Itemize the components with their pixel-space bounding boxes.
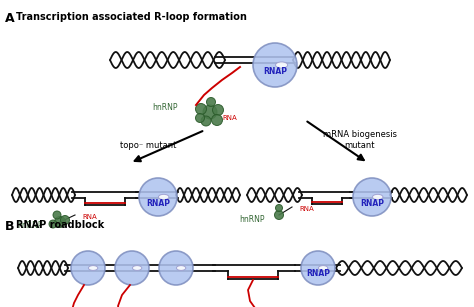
- Circle shape: [211, 115, 222, 126]
- Text: RNAP: RNAP: [306, 269, 330, 278]
- Circle shape: [353, 178, 391, 216]
- Text: A: A: [5, 12, 15, 25]
- Circle shape: [201, 116, 211, 126]
- Circle shape: [253, 43, 297, 87]
- Circle shape: [115, 251, 149, 285]
- Text: RNAP: RNAP: [360, 199, 384, 208]
- Text: hnRNP: hnRNP: [17, 221, 43, 231]
- Ellipse shape: [89, 266, 98, 270]
- Circle shape: [212, 104, 224, 115]
- Circle shape: [49, 220, 57, 228]
- Ellipse shape: [158, 194, 169, 200]
- Circle shape: [207, 98, 216, 107]
- Text: Transcription associated R-loop formation: Transcription associated R-loop formatio…: [16, 12, 247, 22]
- Text: RNA: RNA: [222, 115, 237, 121]
- Ellipse shape: [275, 62, 288, 68]
- Text: B: B: [5, 220, 15, 233]
- Text: RNAP: RNAP: [146, 199, 170, 208]
- Text: RNAP: RNAP: [263, 67, 287, 76]
- Text: RNAP roadblock: RNAP roadblock: [16, 220, 104, 230]
- Text: hnRNP: hnRNP: [239, 215, 265, 223]
- Circle shape: [55, 216, 65, 227]
- Text: topo⁻ mutant: topo⁻ mutant: [120, 141, 176, 150]
- Circle shape: [195, 114, 204, 122]
- Text: mRNA biogenesis
mutant: mRNA biogenesis mutant: [323, 130, 397, 150]
- Ellipse shape: [176, 266, 186, 270]
- Circle shape: [53, 211, 61, 219]
- Circle shape: [301, 251, 335, 285]
- Text: RNA: RNA: [299, 206, 314, 212]
- Circle shape: [195, 103, 207, 115]
- Text: RNA: RNA: [82, 214, 97, 220]
- Ellipse shape: [319, 266, 328, 270]
- Circle shape: [61, 216, 70, 224]
- Circle shape: [139, 178, 177, 216]
- Circle shape: [274, 211, 283, 220]
- Ellipse shape: [373, 194, 383, 200]
- Ellipse shape: [132, 266, 142, 270]
- Circle shape: [275, 204, 283, 212]
- Circle shape: [159, 251, 193, 285]
- Circle shape: [203, 105, 217, 119]
- Circle shape: [71, 251, 105, 285]
- Text: hnRNP: hnRNP: [153, 103, 178, 112]
